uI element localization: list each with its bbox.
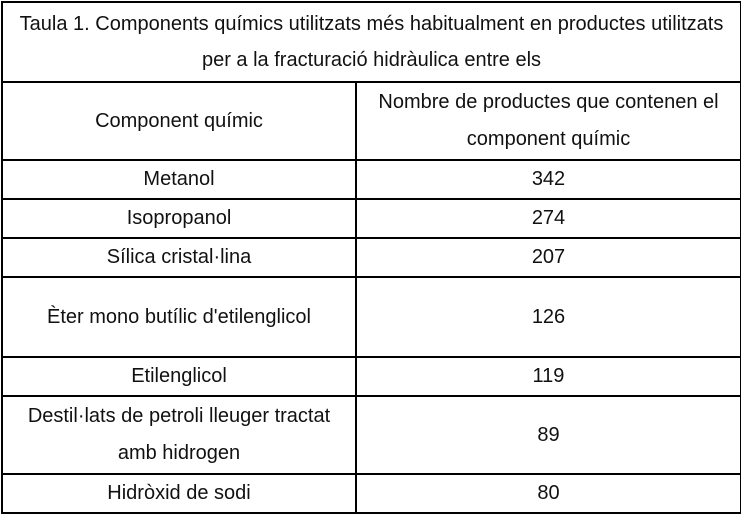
component-cell: Hidròxid de sodi [1,473,357,514]
table-title: Taula 1. Components químics utilitzats m… [1,1,741,83]
table-row: Destil·lats de petroli lleuger tractat a… [1,395,741,475]
table-row: Etilenglicol 119 [1,356,741,397]
count-cell: 80 [355,473,741,514]
table-row: Metanol 342 [1,159,741,200]
table-row: Sílica cristal·lina 207 [1,237,741,278]
count-cell: 126 [355,276,741,358]
header-row: Component químic Nombre de productes que… [1,81,741,161]
count-cell: 89 [355,395,741,475]
count-cell: 274 [355,198,741,239]
component-cell: Isopropanol [1,198,357,239]
header-cell: Nombre de productes que contenen el comp… [355,81,741,161]
title-row: Taula 1. Components químics utilitzats m… [1,1,741,83]
table-row: Hidròxid de sodi 80 [1,473,741,514]
component-cell: Destil·lats de petroli lleuger tractat a… [1,395,357,475]
count-cell: 342 [355,159,741,200]
component-cell: Èter mono butílic d'etilenglicol [1,276,357,358]
table-row: Isopropanol 274 [1,198,741,239]
table-row: Èter mono butílic d'etilenglicol 126 [1,276,741,358]
component-cell: Etilenglicol [1,356,357,397]
header-cell: Component químic [1,81,357,161]
component-cell: Sílica cristal·lina [1,237,357,278]
count-cell: 119 [355,356,741,397]
count-cell: 207 [355,237,741,278]
component-cell: Metanol [1,159,357,200]
